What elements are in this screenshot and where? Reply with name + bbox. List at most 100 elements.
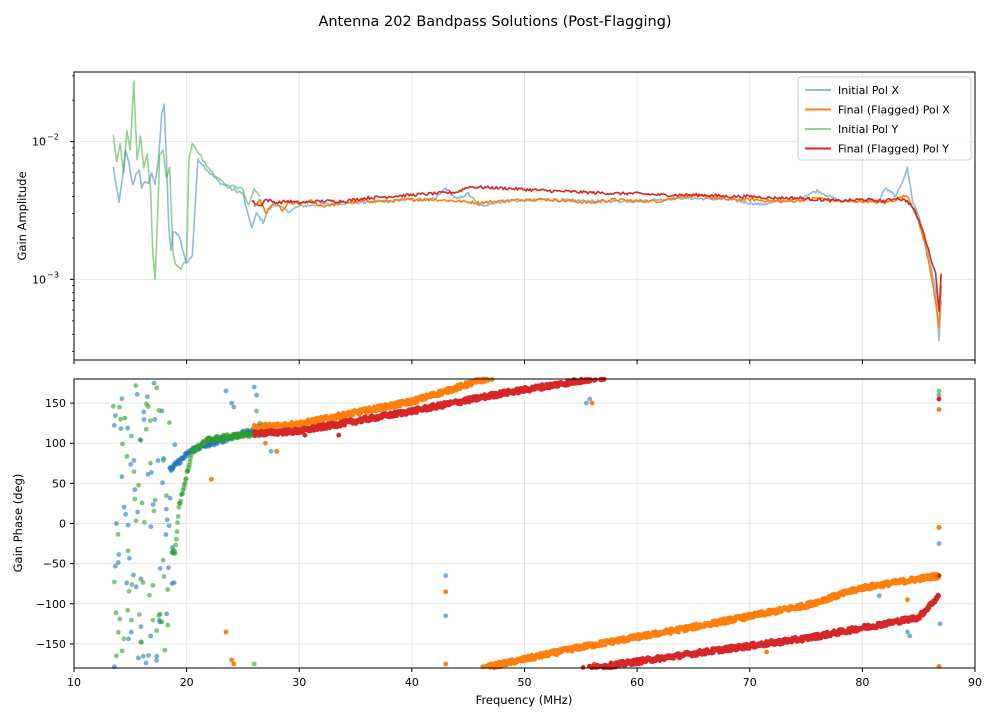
phase-point bbox=[936, 407, 942, 412]
phase-point bbox=[157, 566, 163, 571]
phase-series-group bbox=[110, 383, 942, 667]
phase-point bbox=[183, 476, 189, 481]
phase-point bbox=[119, 396, 125, 402]
phase-point bbox=[126, 555, 132, 561]
phase-plot: 10 20 30 40 50 60 70 80 90 −150 −100 −50 0 50 100 150 G… bbox=[11, 376, 982, 707]
legend-entry-label: Final (Flagged) Pol X bbox=[838, 104, 950, 117]
phase-point bbox=[764, 649, 769, 655]
phase-point bbox=[257, 420, 263, 426]
x-tick-label: 30 bbox=[292, 676, 306, 689]
phase-point bbox=[584, 400, 589, 406]
x-tick-label: 80 bbox=[855, 676, 869, 689]
y-tick-label: 10 bbox=[32, 273, 46, 286]
phase-point bbox=[936, 396, 942, 402]
y-tick-label: −50 bbox=[43, 558, 66, 571]
phase-point bbox=[174, 529, 180, 534]
phase-point bbox=[163, 506, 169, 512]
phase-point bbox=[443, 589, 449, 595]
phase-point bbox=[257, 424, 263, 430]
phase-point bbox=[139, 500, 145, 506]
phase-point bbox=[589, 400, 595, 406]
phase-point bbox=[254, 408, 259, 414]
phase-point bbox=[139, 639, 144, 645]
x-tick-label: 70 bbox=[743, 676, 757, 689]
amplitude-series bbox=[112, 80, 942, 342]
phase-point bbox=[173, 542, 179, 548]
phase-point bbox=[131, 469, 137, 474]
phase-point bbox=[936, 525, 942, 530]
phase-point bbox=[129, 617, 134, 623]
amplitude-y-axis-label: Gain Amplitude bbox=[15, 171, 29, 260]
phase-point bbox=[151, 380, 157, 386]
phase-point bbox=[146, 653, 152, 658]
legend-entry-label: Final (Flagged) Pol Y bbox=[838, 143, 949, 156]
phase-y-axis-label: Gain Phase (deg) bbox=[11, 474, 25, 573]
y-tick-label: 100 bbox=[45, 437, 66, 450]
phase-point bbox=[936, 541, 942, 546]
phase-point bbox=[936, 388, 942, 394]
phase-point bbox=[443, 573, 449, 579]
phase-ticks: 10 20 30 40 50 60 70 80 90 −150 −100 −50 0 50 100 150 bbox=[36, 397, 982, 689]
phase-point bbox=[136, 655, 141, 661]
legend: Initial Pol X Final (Flagged) Pol X Initia… bbox=[797, 76, 972, 161]
phase-point bbox=[161, 574, 167, 579]
phase-point bbox=[110, 404, 116, 409]
phase-point bbox=[124, 580, 129, 586]
phase-point bbox=[111, 422, 117, 428]
phase-point bbox=[443, 613, 449, 619]
phase-point bbox=[182, 480, 188, 486]
amplitude-plot: 10−310−2 Gain Amplitude Initial Pol XFin… bbox=[15, 71, 976, 364]
phase-point bbox=[164, 611, 170, 617]
phase-point bbox=[209, 476, 214, 482]
phase-point bbox=[231, 404, 237, 410]
phase-point bbox=[134, 392, 140, 397]
y-tick-label: −150 bbox=[36, 638, 66, 651]
phase-point bbox=[117, 616, 123, 622]
phase-point bbox=[160, 480, 165, 486]
phase-point bbox=[142, 519, 147, 525]
phase-point bbox=[171, 580, 177, 585]
phase-point bbox=[126, 636, 131, 642]
phase-point bbox=[164, 493, 169, 498]
phase-point bbox=[905, 597, 910, 603]
phase-point bbox=[162, 647, 168, 653]
phase-point bbox=[580, 665, 586, 670]
phase-point bbox=[165, 587, 171, 592]
phase-point bbox=[125, 607, 131, 613]
phase-point bbox=[231, 661, 237, 667]
phase-point bbox=[157, 611, 163, 617]
series-line bbox=[253, 194, 942, 329]
x-tick-label: 90 bbox=[968, 676, 982, 689]
x-tick-label: 40 bbox=[405, 676, 419, 689]
phase-point bbox=[336, 432, 342, 438]
phase-point bbox=[141, 417, 147, 423]
phase-point bbox=[123, 511, 128, 517]
phase-point bbox=[414, 410, 419, 415]
phase-point bbox=[141, 409, 147, 415]
phase-point bbox=[175, 520, 181, 525]
phase-point bbox=[140, 653, 146, 659]
phase-point bbox=[150, 617, 156, 623]
phase-point bbox=[115, 531, 121, 537]
phase-point bbox=[905, 629, 910, 635]
y-tick-label: 50 bbox=[52, 477, 66, 490]
phase-point bbox=[936, 392, 942, 398]
legend-entry-label: Initial Pol Y bbox=[838, 123, 898, 136]
y-tick-label: 10 bbox=[32, 136, 46, 149]
phase-point bbox=[254, 392, 259, 398]
phase-point bbox=[937, 621, 943, 627]
phase-point bbox=[593, 377, 598, 383]
phase-point bbox=[125, 548, 131, 554]
phase-point bbox=[936, 593, 942, 599]
phase-point bbox=[129, 582, 135, 587]
phase-point bbox=[150, 583, 156, 588]
phase-point bbox=[133, 584, 139, 590]
phase-point bbox=[116, 552, 122, 557]
x-tick-label: 20 bbox=[180, 676, 194, 689]
phase-point bbox=[172, 551, 178, 556]
phase-point bbox=[148, 633, 154, 639]
phase-point bbox=[135, 509, 141, 515]
phase-point bbox=[154, 628, 160, 634]
phase-point bbox=[147, 418, 153, 423]
phase-point bbox=[151, 508, 157, 514]
